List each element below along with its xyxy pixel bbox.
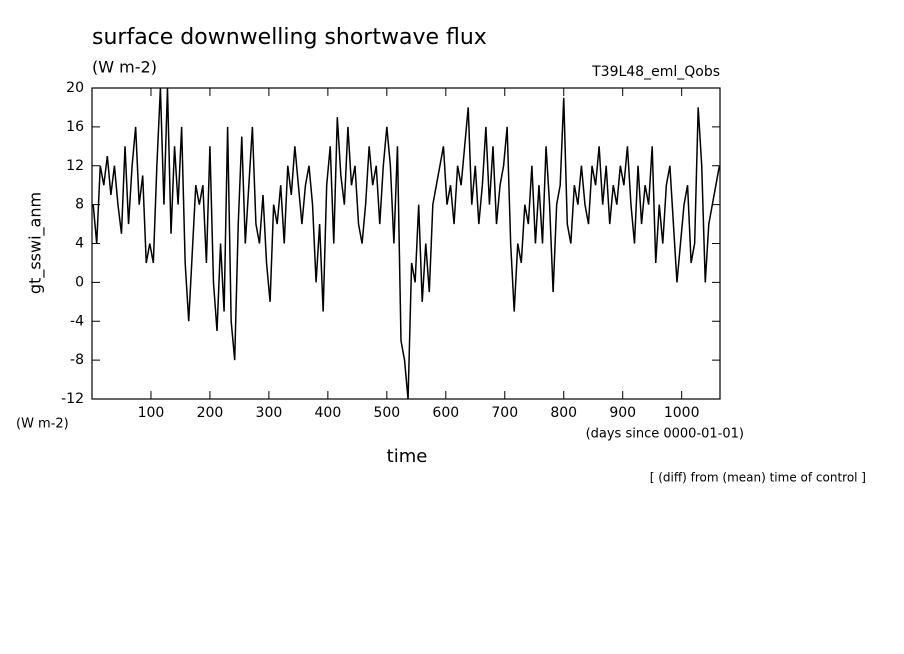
x-tick-label: 600	[432, 405, 459, 421]
y-tick-label: 16	[66, 119, 84, 135]
x-tick-label: 800	[550, 405, 577, 421]
y-tick-label: 12	[66, 158, 84, 174]
x-tick-label: 900	[609, 405, 636, 421]
data-line	[92, 87, 721, 400]
y-tick-label: 20	[66, 80, 84, 96]
y-units: (W m-2)	[16, 417, 69, 432]
x-tick-label: 700	[491, 405, 518, 421]
x-tick-label: 300	[256, 405, 283, 421]
y-tick-label: -12	[61, 391, 84, 407]
y-axis-label: gt_sswi_anm	[26, 192, 46, 294]
x-tick-label: 400	[315, 405, 342, 421]
y-tick-label: -8	[70, 352, 84, 368]
plot-frame	[91, 87, 721, 400]
note: [ (diff) from (mean) time of control ]	[650, 471, 866, 485]
x-tick-label: 100	[138, 405, 165, 421]
run-label: T39L48_eml_Qobs	[591, 64, 720, 80]
x-units: (days since 0000-01-01)	[586, 427, 744, 442]
x-tick-label: 500	[373, 405, 400, 421]
chart-title: surface downwelling shortwave flux	[92, 25, 487, 50]
y-tick-label: 4	[75, 236, 84, 252]
x-tick-label: 1000	[664, 405, 700, 421]
x-axis-label: time	[387, 446, 428, 467]
y-tick-label: 0	[75, 274, 84, 290]
y-tick-label: 8	[75, 197, 84, 213]
x-tick-label: 200	[197, 405, 224, 421]
y-tick-label: -4	[70, 313, 84, 329]
units: (W m-2)	[92, 58, 157, 77]
